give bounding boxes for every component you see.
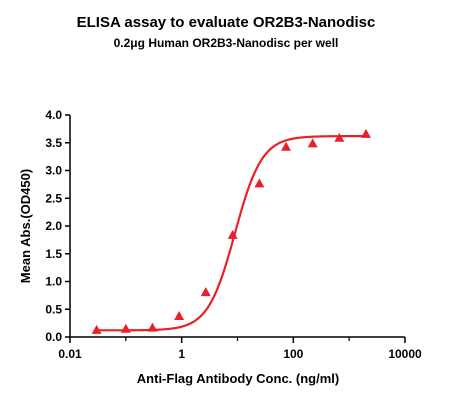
data-point bbox=[360, 128, 371, 138]
fit-curve bbox=[96, 135, 366, 332]
plot-area: 0.0 0.5 1.0 1.5 2.0 2.5 3.0 3.5 4.0 0.01 1 100 10000 bbox=[45, 108, 422, 361]
x-tick-label: 10000 bbox=[388, 347, 422, 361]
y-tick-label: 2.5 bbox=[45, 191, 62, 205]
y-tick-label: 0.0 bbox=[45, 330, 62, 344]
y-tick-label: 3.0 bbox=[45, 164, 62, 178]
y-tick-label: 0.5 bbox=[45, 302, 62, 316]
data-point bbox=[91, 324, 102, 334]
data-point bbox=[281, 141, 292, 151]
y-tick-label: 1.0 bbox=[45, 275, 62, 289]
y-tick-label: 2.0 bbox=[45, 219, 62, 233]
y-tick-label: 3.5 bbox=[45, 136, 62, 150]
data-point bbox=[307, 138, 318, 148]
data-point bbox=[174, 310, 185, 320]
y-tick-label: 4.0 bbox=[45, 108, 62, 122]
x-tick-label: 0.01 bbox=[58, 347, 82, 361]
chart-subtitle: 0.2μg Human OR2B3-Nanodisc per well bbox=[114, 36, 339, 50]
data-point bbox=[334, 132, 345, 142]
x-tick-label: 100 bbox=[283, 347, 303, 361]
data-point bbox=[254, 178, 265, 188]
chart-title: ELISA assay to evaluate OR2B3-Nanodisc bbox=[77, 14, 376, 31]
data-point bbox=[200, 287, 211, 297]
data-point bbox=[120, 323, 131, 333]
x-axis-label: Anti-Flag Antibody Conc. (ng/ml) bbox=[137, 371, 339, 386]
data-point bbox=[147, 322, 158, 332]
y-tick-label: 1.5 bbox=[45, 247, 62, 261]
y-axis-label: Mean Abs.(OD450) bbox=[18, 169, 33, 283]
x-tick-label: 1 bbox=[178, 347, 185, 361]
data-point bbox=[227, 229, 238, 239]
